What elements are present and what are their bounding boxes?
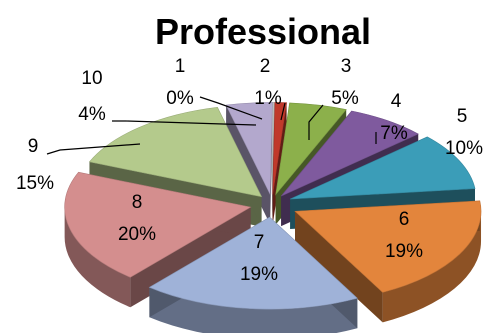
slice-label-category: 4 — [391, 91, 402, 112]
leader-line — [112, 120, 257, 126]
slice-10 — [225, 102, 273, 195]
slice-label-category: 2 — [260, 56, 271, 77]
leader-line — [46, 143, 141, 155]
slice-2 — [272, 102, 287, 195]
leader-line — [308, 104, 324, 140]
slice-label-percent: 0% — [166, 88, 194, 109]
slice-label-percent: 1% — [254, 88, 282, 109]
chart-title: Professional — [155, 11, 371, 52]
leader-line — [199, 96, 263, 120]
leader-lines — [46, 96, 377, 155]
slice-label-percent: 15% — [16, 173, 54, 194]
slice-label-percent: 10% — [445, 138, 483, 159]
slice-label-category: 10 — [81, 68, 102, 89]
slice-label-category: 5 — [457, 106, 468, 127]
slice-3 — [275, 102, 347, 196]
slice-5 — [290, 136, 476, 200]
slice-tops — [64, 102, 482, 310]
slice-9 — [88, 107, 263, 198]
slice-4 — [280, 110, 419, 197]
slice-6-side — [382, 211, 482, 323]
slice-7 — [148, 216, 358, 310]
slice-6-cut — [295, 211, 383, 323]
slice-label-category: 6 — [399, 209, 410, 230]
slice-7-side — [149, 287, 358, 333]
slice-6 — [294, 200, 482, 293]
slice-label-category: 9 — [28, 136, 39, 157]
slice-label-percent: 19% — [385, 241, 423, 262]
slice-label-percent: 5% — [331, 88, 359, 109]
slice-label-percent: 7% — [380, 123, 408, 144]
slice-label-percent: 19% — [240, 264, 278, 285]
slice-label-percent: 20% — [118, 224, 156, 245]
leader-line — [280, 102, 286, 121]
slice-labels: 10%21%35% 47%510%619%719%820%915%104% — [16, 56, 483, 285]
slice-label-category: 7 — [254, 232, 265, 253]
slice-8 — [64, 171, 252, 278]
slice-8-side — [64, 207, 131, 308]
slice-label-category: 3 — [341, 56, 352, 77]
slice-label-category: 8 — [132, 192, 143, 213]
slice-label-category: 1 — [175, 56, 186, 77]
slice-label-percent: 4% — [78, 104, 106, 125]
